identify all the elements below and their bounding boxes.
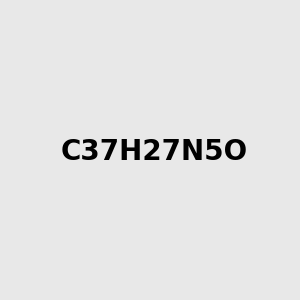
Text: C37H27N5O: C37H27N5O [60,137,247,166]
